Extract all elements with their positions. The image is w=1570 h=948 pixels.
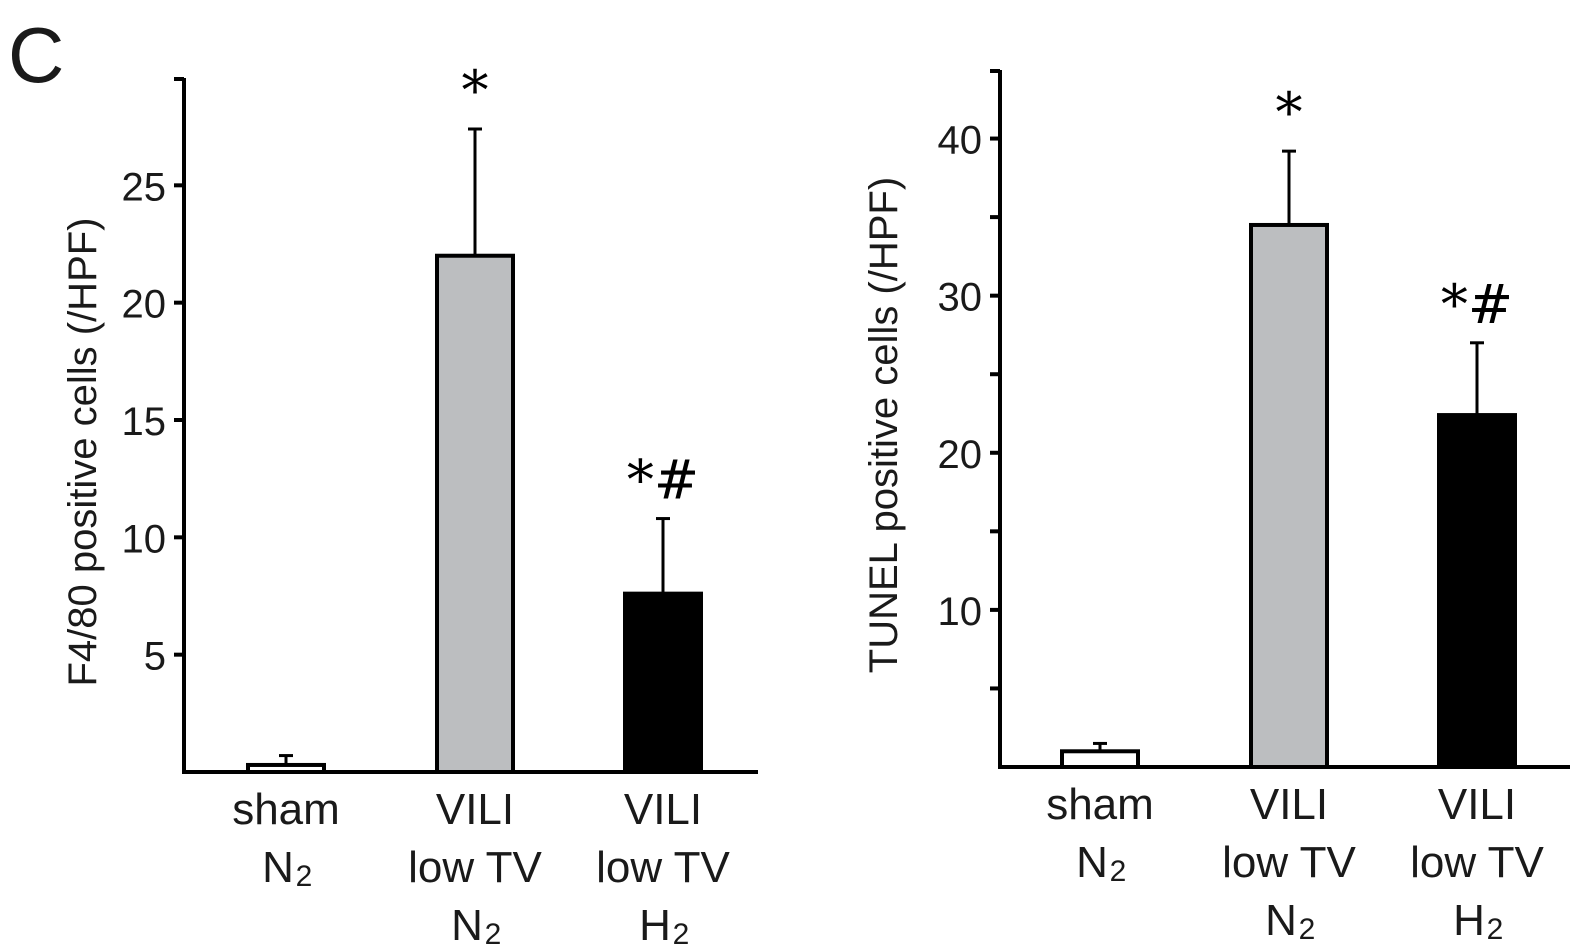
panel-label: C bbox=[8, 11, 64, 99]
category-text: N bbox=[1265, 896, 1297, 945]
category-text: VILI bbox=[436, 785, 514, 834]
y-tick-label: 30 bbox=[938, 276, 983, 320]
category-label-3: VILI low TV H 2 bbox=[1410, 780, 1544, 946]
y-tick-label: 25 bbox=[122, 165, 167, 209]
y-tick-label: 10 bbox=[122, 517, 167, 561]
y-tick-label: 15 bbox=[122, 400, 167, 444]
y-tick-label: 5 bbox=[144, 635, 166, 679]
category-text: H bbox=[1453, 896, 1485, 945]
y-axis-label: F4/80 positive cells (/HPF) bbox=[61, 217, 105, 686]
category-label-2: VILI low TV N 2 bbox=[1222, 780, 1356, 946]
category-subscript: 2 bbox=[673, 918, 690, 948]
bar-2 bbox=[1249, 222, 1329, 769]
category-subscript: 2 bbox=[1487, 913, 1504, 946]
category-text: low TV bbox=[1410, 838, 1544, 887]
significance-mark-3: *# bbox=[1441, 273, 1513, 336]
significance-mark-2: * bbox=[462, 59, 489, 122]
y-tick-label: 10 bbox=[938, 590, 983, 634]
category-text: N bbox=[451, 901, 483, 948]
category-subscript: 2 bbox=[296, 860, 313, 893]
category-label-1: sham N 2 bbox=[1046, 780, 1154, 888]
category-label-2: VILI low TV N 2 bbox=[408, 785, 542, 948]
category-label-3: VILI low TV H 2 bbox=[596, 785, 730, 948]
y-tick-label: 40 bbox=[938, 119, 983, 163]
category-label-1: sham N 2 bbox=[232, 785, 340, 893]
category-text: N bbox=[262, 843, 294, 892]
category-text: low TV bbox=[408, 843, 542, 892]
category-text: VILI bbox=[1438, 780, 1516, 829]
significance-mark-2: * bbox=[1276, 81, 1303, 144]
significance-mark-3: *# bbox=[627, 449, 699, 512]
y-axis-label: TUNEL positive cells (/HPF) bbox=[862, 177, 906, 673]
y-tick-label: 20 bbox=[122, 283, 167, 327]
y-tick-label: 20 bbox=[938, 433, 983, 477]
category-subscript: 2 bbox=[485, 918, 502, 948]
category-text: low TV bbox=[1222, 838, 1356, 887]
category-text: sham bbox=[1046, 780, 1154, 829]
category-text: sham bbox=[232, 785, 340, 834]
bar-3 bbox=[623, 591, 703, 774]
category-subscript: 2 bbox=[1110, 855, 1127, 888]
category-text: N bbox=[1076, 838, 1108, 887]
category-text: VILI bbox=[1250, 780, 1328, 829]
bar-2 bbox=[435, 253, 515, 774]
category-subscript: 2 bbox=[1299, 913, 1316, 946]
category-text: low TV bbox=[596, 843, 730, 892]
bar-1 bbox=[1060, 749, 1140, 769]
category-text: H bbox=[639, 901, 671, 948]
bar-3 bbox=[1437, 413, 1517, 769]
category-text: VILI bbox=[624, 785, 702, 834]
